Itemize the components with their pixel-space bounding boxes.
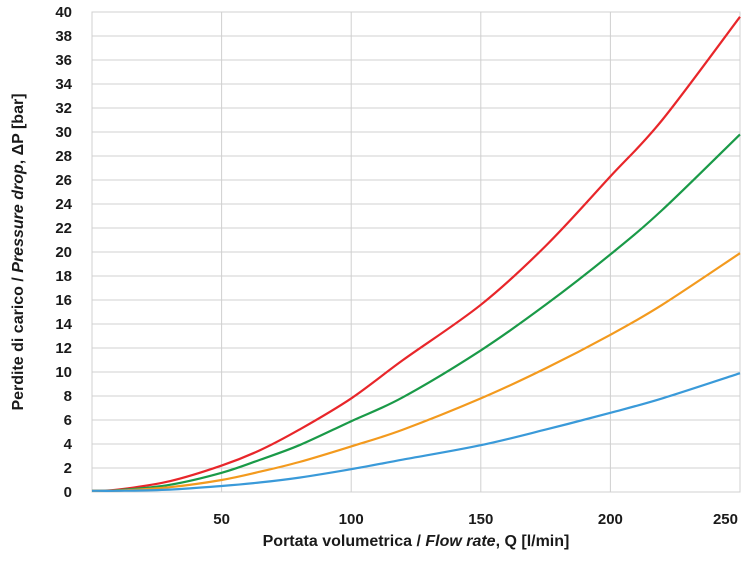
y-axis-title: Perdite di carico / Pressure drop, ΔP [b… [10, 93, 27, 410]
y-tick-label: 30 [55, 124, 72, 141]
y-tick-label: 6 [64, 412, 72, 429]
x-axis-title-prefix: Portata volumetrica / [263, 533, 426, 550]
y-tick-label: 0 [64, 484, 72, 501]
y-tick-label: 4 [64, 436, 73, 453]
y-tick-label: 10 [55, 364, 72, 381]
y-axis-title-italic: Pressure drop [10, 164, 27, 273]
y-tick-label: 40 [55, 4, 72, 21]
series-line-3 [91, 252, 741, 493]
x-tick-label: 250 [713, 511, 738, 528]
x-tick-label: 150 [468, 511, 493, 528]
x-axis-title-italic: Flow rate [425, 533, 495, 550]
y-tick-label: 38 [55, 28, 72, 45]
x-tick-label: 200 [598, 511, 623, 528]
y-tick-label: 2 [64, 460, 72, 477]
x-axis-title: Portata volumetrica / Flow rate, Q [l/mi… [263, 533, 570, 550]
series-line-1 [91, 16, 741, 492]
y-axis-title-suffix: , ΔP [bar] [10, 93, 27, 164]
y-tick-label: 34 [55, 76, 72, 93]
y-tick-label: 14 [55, 316, 72, 333]
x-tick-label: 50 [213, 511, 230, 528]
x-tick-label: 100 [339, 511, 364, 528]
y-tick-label: 12 [55, 340, 72, 357]
grid [92, 11, 741, 493]
y-tick-label: 18 [55, 268, 72, 285]
series-line-4 [91, 372, 741, 492]
y-tick-label: 32 [55, 100, 72, 117]
x-axis-title-suffix: , Q [l/min] [496, 533, 570, 550]
y-tick-label: 8 [64, 388, 72, 405]
y-tick-label: 24 [55, 196, 72, 213]
y-tick-label: 28 [55, 148, 72, 165]
x-tick-labels: 50 100 150 200 250 [213, 511, 738, 528]
y-tick-label: 16 [55, 292, 72, 309]
series-line-2 [91, 133, 741, 492]
y-tick-label: 22 [55, 220, 72, 237]
y-tick-label: 26 [55, 172, 72, 189]
y-tick-label: 36 [55, 52, 72, 69]
y-axis-title-prefix: Perdite di carico / [10, 273, 27, 411]
y-tick-label: 20 [55, 244, 72, 261]
series-group [91, 16, 741, 493]
plot-area [91, 11, 741, 493]
